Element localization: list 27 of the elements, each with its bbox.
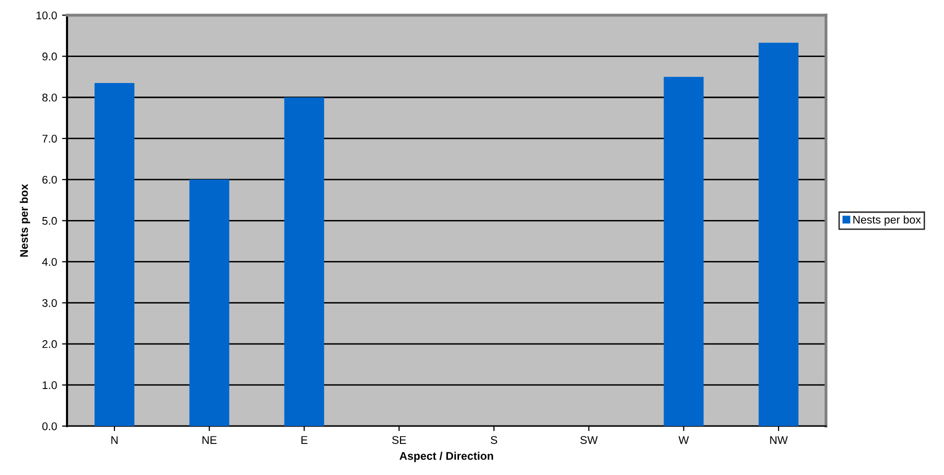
bar [758,42,798,426]
x-tick-label: S [490,436,498,444]
x-tick-label: N [111,436,118,444]
y-tick-label: 0.0 [42,422,57,430]
legend-label: Nests per box [853,215,921,226]
bar [664,76,704,426]
y-tick-label: 10.0 [36,11,57,20]
x-tick-label: E [301,436,308,444]
y-tick-label: 8.0 [42,94,57,102]
x-axis-title: Aspect / Direction [400,452,494,462]
y-axis-title: Nests per box [20,184,30,257]
x-tick-label: NE [202,436,217,444]
y-tick-label: 1.0 [42,381,57,390]
y-tick-label: 4.0 [42,258,57,266]
y-tick-label: 3.0 [42,299,57,307]
x-tick-label: W [678,436,689,444]
y-tick-label: 5.0 [42,216,57,225]
bar [284,97,324,426]
y-tick-label: 7.0 [42,134,57,143]
y-tick-label: 6.0 [42,176,57,184]
y-tick-label: 9.0 [42,52,57,60]
x-tick-label: NW [770,436,788,444]
y-tick-label: 2.0 [42,340,57,348]
x-tick-label: SE [392,436,406,444]
bar [189,180,230,426]
x-tick-label: SW [580,436,598,444]
bar [94,82,134,426]
